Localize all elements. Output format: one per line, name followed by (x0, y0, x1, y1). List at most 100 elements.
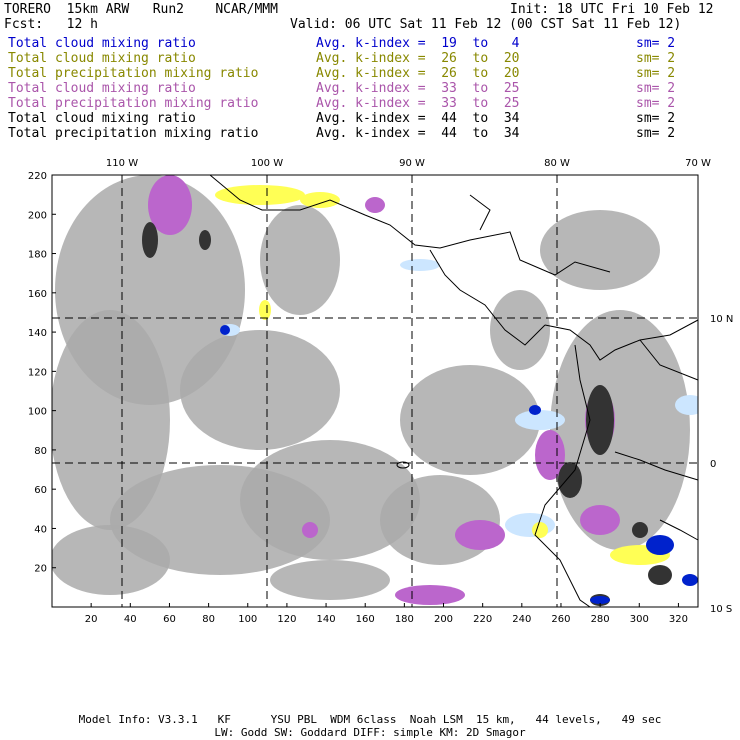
legend-row: Total precipitation mixing ratio Avg. k-i… (8, 126, 728, 141)
legend-sm: sm= 2 (636, 66, 676, 81)
heavy-cloud-area (632, 522, 648, 538)
run-title: TORERO 15km ARW Run2 NCAR/MMM (4, 2, 278, 17)
legend-sm: sm= 2 (636, 126, 676, 141)
precip-area (455, 520, 505, 550)
cloud-fields (52, 175, 698, 606)
axis-ticks: 20 40 60 80 100 120 140 160 180 200 220 240 260 280 30… (28, 158, 733, 625)
legend-row: Total cloud mixing ratio Avg. k-index = 1… (8, 36, 728, 51)
heavy-cloud-area (648, 565, 672, 585)
light-cloud-area (505, 513, 555, 537)
legend-sm: sm= 2 (636, 36, 676, 51)
x-tick-label: 20 (85, 614, 98, 625)
legend-kindex: Avg. k-index = 33 to 25 (316, 96, 520, 111)
legend-kindex: Avg. k-index = 19 to 4 (316, 36, 520, 51)
legend-sm: sm= 2 (636, 51, 676, 66)
cloud-area (490, 290, 550, 370)
x-tick-label: 80 (202, 614, 215, 625)
legend-sm: sm= 2 (636, 111, 676, 126)
cloud-ice-area (259, 300, 271, 320)
forecast-hour: Fcst: 12 h (4, 17, 98, 32)
precip-area (302, 522, 318, 538)
precip-area (148, 175, 192, 235)
x-tick-label: 40 (124, 614, 137, 625)
deep-convection-area (529, 405, 541, 415)
x-tick-label: 100 (238, 614, 257, 625)
x-tick-label: 120 (277, 614, 296, 625)
x-tick-label: 200 (434, 614, 453, 625)
legend-kindex: Avg. k-index = 26 to 20 (316, 66, 520, 81)
cloud-area (52, 525, 170, 595)
coastline (534, 344, 591, 608)
legend-label: Total precipitation mixing ratio (8, 96, 259, 111)
longitude-label: 110 W (106, 158, 138, 169)
cloud-ice-area (300, 192, 340, 208)
y-tick-label: 160 (28, 289, 47, 300)
legend-label: Total cloud mixing ratio (8, 51, 196, 66)
x-tick-label: 160 (356, 614, 375, 625)
coastline (659, 519, 699, 541)
longitude-label: 70 W (685, 158, 711, 169)
cloud-ice-area (215, 185, 305, 205)
legend-row: Total cloud mixing ratio Avg. k-index = 3… (8, 81, 728, 96)
cloud-area (380, 475, 500, 565)
cloud-area (540, 210, 660, 290)
x-tick-label: 280 (591, 614, 610, 625)
coastline (639, 339, 699, 381)
y-tick-label: 220 (28, 171, 47, 182)
weather-map: 20 40 60 80 100 120 140 160 180 200 220 240 260 280 30… (28, 158, 733, 625)
light-cloud-area (675, 395, 698, 415)
light-cloud-area (400, 259, 440, 271)
y-tick-label: 80 (34, 446, 47, 457)
legend-label: Total precipitation mixing ratio (8, 66, 259, 81)
heavy-cloud-area (199, 230, 211, 250)
legend-sm: sm= 2 (636, 81, 676, 96)
y-tick-label: 40 (34, 524, 47, 535)
cloud-area (240, 440, 420, 560)
legend-label: Total cloud mixing ratio (8, 81, 196, 96)
coastline (544, 319, 699, 361)
model-info: Model Info: V3.3.1 KF YSU PBL WDM 6class… (78, 713, 662, 726)
valid-time: Valid: 06 UTC Sat 11 Feb 12 (00 CST Sat … (290, 17, 682, 32)
x-tick-label: 140 (317, 614, 336, 625)
legend-kindex: Avg. k-index = 44 to 34 (316, 111, 520, 126)
init-time: Init: 18 UTC Fri 10 Feb 12 (510, 2, 714, 17)
x-tick-label: 220 (473, 614, 492, 625)
latitude-label: 10 N (710, 314, 733, 325)
lat-lon-grid (52, 175, 698, 607)
precip-area (580, 505, 620, 535)
cloud-area (52, 310, 170, 530)
cloud-area (260, 205, 340, 315)
legend-kindex: Avg. k-index = 44 to 34 (316, 126, 520, 141)
x-tick-label: 60 (163, 614, 176, 625)
precip-area (395, 585, 465, 605)
y-tick-label: 100 (28, 407, 47, 418)
physics-info: LW: Godd SW: Goddard DIFF: simple KM: 2D… (214, 726, 526, 739)
x-tick-label: 180 (395, 614, 414, 625)
deep-convection-area (682, 574, 698, 586)
legend-sm: sm= 2 (636, 96, 676, 111)
cloud-area (180, 330, 340, 450)
y-tick-label: 20 (34, 564, 47, 575)
legend-row: Total precipitation mixing ratio Avg. k-i… (8, 66, 728, 81)
deep-convection-area (220, 325, 230, 335)
latitude-label: 10 S (710, 604, 732, 615)
coastlines (209, 174, 699, 608)
y-tick-label: 140 (28, 328, 47, 339)
deep-convection-area (590, 596, 610, 604)
galapagos-islands (396, 461, 410, 469)
x-tick-label: 300 (630, 614, 649, 625)
x-tick-label: 320 (669, 614, 688, 625)
coastline (614, 451, 699, 481)
deep-convection-area (646, 535, 674, 555)
heavy-cloud-area (558, 462, 582, 498)
legend-row: Total cloud mixing ratio Avg. k-index = 4… (8, 111, 728, 126)
legend-row: Total cloud mixing ratio Avg. k-index = 2… (8, 51, 728, 66)
cloud-area (400, 365, 540, 475)
y-tick-label: 60 (34, 485, 47, 496)
precip-area (365, 197, 385, 213)
coastline (429, 249, 546, 346)
longitude-label: 90 W (399, 158, 425, 169)
legend-label: Total precipitation mixing ratio (8, 126, 259, 141)
legend-kindex: Avg. k-index = 33 to 25 (316, 81, 520, 96)
x-tick-label: 240 (512, 614, 531, 625)
